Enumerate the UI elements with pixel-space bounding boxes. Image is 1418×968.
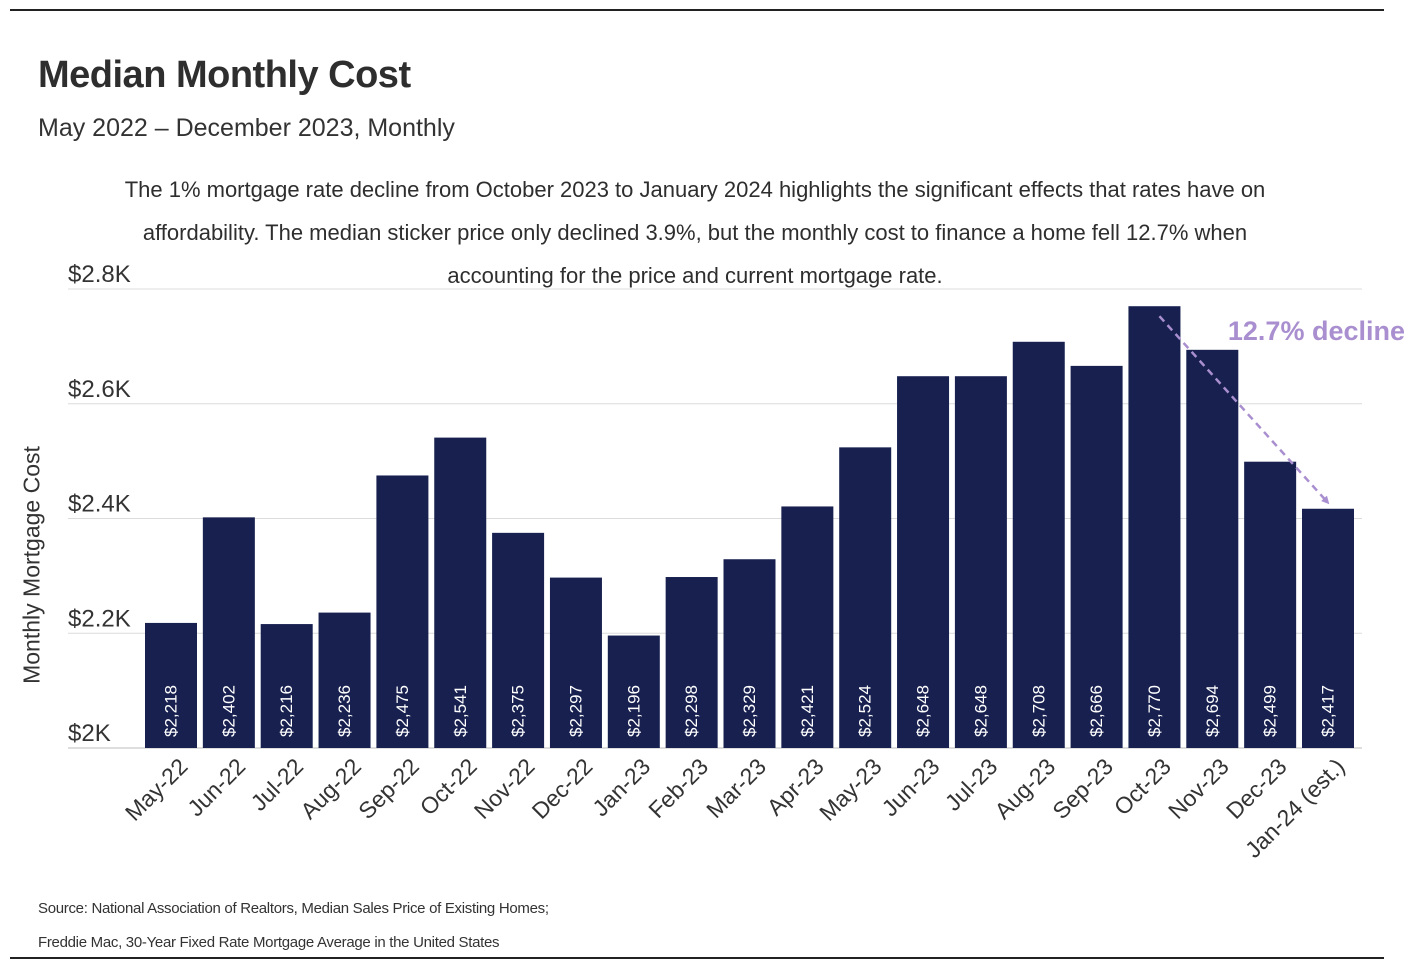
bar [607, 635, 660, 748]
data-label: $2,421 [798, 685, 817, 737]
y-tick-label: $2.2K [68, 605, 131, 632]
bar [1012, 341, 1065, 748]
data-label: $2,694 [1203, 685, 1222, 737]
x-tick-label: Aug-23 [989, 753, 1060, 824]
bar [1186, 349, 1239, 748]
data-label: $2,236 [335, 685, 354, 737]
x-tick-label: May-22 [120, 753, 193, 826]
decline-annotation: 12.7% decline [1228, 316, 1405, 346]
bar [318, 612, 371, 748]
bottom-rule [10, 957, 1384, 959]
bar [1244, 461, 1297, 748]
bar [1302, 508, 1354, 748]
data-label: $2,666 [1087, 685, 1106, 737]
bar [260, 624, 313, 748]
chart-description: The 1% mortgage rate decline from Octobe… [124, 177, 1266, 288]
decline-arrow [1158, 315, 1330, 505]
data-label: $2,297 [566, 685, 585, 737]
y-tick-label: $2K [68, 720, 111, 747]
bar [781, 506, 834, 748]
top-rule [10, 9, 1384, 11]
data-label: $2,541 [451, 685, 470, 737]
data-label: $2,524 [856, 685, 875, 737]
x-tick-label: May-23 [814, 753, 887, 826]
x-tick-label: Sep-23 [1047, 753, 1118, 824]
bar [145, 622, 197, 748]
y-tick-label: $2.6K [68, 376, 131, 403]
bar [202, 517, 255, 748]
chart-title: Median Monthly Cost [38, 54, 411, 96]
data-label: $2,708 [1029, 685, 1048, 737]
x-tick-label: Mar-23 [701, 753, 771, 823]
source-line-2: Freddie Mac, 30-Year Fixed Rate Mortgage… [38, 934, 500, 951]
x-tick-label: Dec-22 [527, 753, 598, 824]
data-label: $2,216 [277, 685, 296, 737]
x-tick-label: Feb-23 [643, 753, 713, 823]
bar [492, 532, 545, 748]
data-label: $2,770 [1145, 685, 1164, 737]
x-tick-label: Oct-22 [415, 753, 482, 820]
x-tick-label: Jun-22 [182, 753, 250, 821]
data-label: $2,402 [219, 685, 238, 737]
data-label: $2,475 [393, 685, 412, 737]
x-tick-label: Nov-23 [1163, 753, 1234, 824]
bar [376, 475, 429, 748]
y-tick-label: $2.4K [68, 491, 131, 518]
bar [1070, 365, 1123, 748]
bar [723, 559, 776, 748]
data-label: $2,648 [914, 685, 933, 737]
data-label: $2,417 [1319, 685, 1338, 737]
bar [665, 577, 718, 748]
chart-subtitle: May 2022 – December 2023, Monthly [38, 114, 455, 142]
x-tick-label: Jun-23 [876, 753, 944, 821]
bar [434, 437, 487, 748]
x-tick-label: Aug-22 [295, 753, 366, 824]
data-label: $2,298 [682, 685, 701, 737]
data-label: $2,648 [971, 685, 990, 737]
data-label: $2,499 [1261, 685, 1280, 737]
x-tick-label: Jan-23 [587, 753, 655, 821]
x-tick-label: Nov-22 [469, 753, 540, 824]
bar [549, 577, 602, 748]
data-label: $2,218 [162, 685, 181, 737]
y-tick-label: $2.8K [68, 261, 131, 288]
bar [954, 376, 1007, 748]
bar [839, 447, 892, 748]
data-label: $2,329 [740, 685, 759, 737]
bar [897, 376, 950, 748]
data-label: $2,375 [509, 685, 528, 737]
data-label: $2,196 [624, 685, 643, 737]
source-line-1: Source: National Association of Realtors… [38, 900, 549, 917]
x-tick-label: Sep-22 [353, 753, 424, 824]
x-tick-label: Oct-23 [1109, 753, 1176, 820]
bar [1128, 306, 1181, 748]
